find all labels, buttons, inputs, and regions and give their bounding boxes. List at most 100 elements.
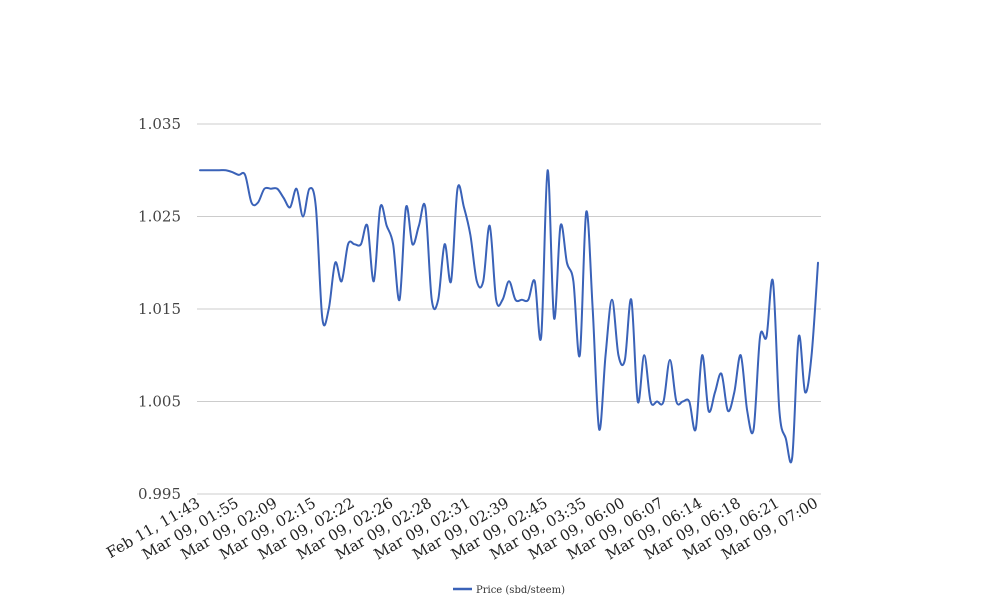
data-point bbox=[772, 280, 774, 282]
data-point bbox=[759, 336, 761, 338]
data-point bbox=[752, 428, 754, 430]
data-point bbox=[340, 280, 342, 282]
y-tick-label: 1.035 bbox=[138, 115, 181, 133]
data-point bbox=[508, 280, 510, 282]
data-point bbox=[746, 410, 748, 412]
data-point bbox=[450, 280, 452, 282]
data-point bbox=[328, 308, 330, 310]
data-point bbox=[237, 174, 239, 176]
data-point bbox=[546, 169, 548, 171]
data-point bbox=[443, 243, 445, 245]
data-point bbox=[418, 225, 420, 227]
data-point bbox=[669, 359, 671, 361]
data-point bbox=[617, 354, 619, 356]
data-point bbox=[231, 171, 233, 173]
data-point bbox=[295, 188, 297, 190]
data-point bbox=[566, 262, 568, 264]
data-point bbox=[804, 391, 806, 393]
data-point bbox=[366, 225, 368, 227]
data-point bbox=[392, 243, 394, 245]
y-tick-label: 1.015 bbox=[138, 300, 181, 318]
data-point bbox=[675, 400, 677, 402]
y-tick-label: 1.005 bbox=[138, 393, 181, 411]
data-point bbox=[720, 373, 722, 375]
data-point bbox=[637, 400, 639, 402]
data-point bbox=[476, 280, 478, 282]
data-point bbox=[212, 169, 214, 171]
data-point bbox=[199, 169, 201, 171]
data-point bbox=[431, 299, 433, 301]
y-axis-ticks: 1.035 1.025 1.015 1.005 0.995 bbox=[138, 115, 181, 503]
data-point bbox=[527, 299, 529, 301]
data-point bbox=[701, 354, 703, 356]
data-point bbox=[534, 280, 536, 282]
data-point bbox=[405, 206, 407, 208]
data-point bbox=[514, 299, 516, 301]
data-point bbox=[495, 299, 497, 301]
data-point bbox=[379, 206, 381, 208]
data-point bbox=[205, 169, 207, 171]
data-point bbox=[797, 336, 799, 338]
data-point bbox=[694, 428, 696, 430]
data-point bbox=[579, 354, 581, 356]
data-point bbox=[611, 299, 613, 301]
data-point bbox=[572, 280, 574, 282]
data-point bbox=[289, 206, 291, 208]
data-point bbox=[501, 299, 503, 301]
data-point bbox=[302, 215, 304, 217]
data-point bbox=[791, 456, 793, 458]
data-point bbox=[817, 262, 819, 264]
data-point bbox=[553, 317, 555, 319]
data-point bbox=[218, 169, 220, 171]
data-point bbox=[624, 359, 626, 361]
data-point bbox=[456, 188, 458, 190]
data-point bbox=[643, 354, 645, 356]
grid-layer bbox=[197, 123, 821, 495]
data-point bbox=[437, 299, 439, 301]
data-point bbox=[411, 243, 413, 245]
data-point bbox=[765, 336, 767, 338]
data-point bbox=[598, 428, 600, 430]
data-point bbox=[727, 410, 729, 412]
data-point bbox=[482, 280, 484, 282]
data-point bbox=[778, 410, 780, 412]
y-tick-label: 0.995 bbox=[138, 485, 181, 503]
data-point bbox=[385, 225, 387, 227]
data-point bbox=[463, 206, 465, 208]
data-point bbox=[469, 234, 471, 236]
data-point bbox=[398, 299, 400, 301]
data-point bbox=[270, 188, 272, 190]
data-point bbox=[662, 400, 664, 402]
data-point bbox=[591, 308, 593, 310]
data-point bbox=[373, 280, 375, 282]
data-point bbox=[521, 299, 523, 301]
data-point bbox=[276, 188, 278, 190]
series-line-price bbox=[199, 169, 819, 464]
data-point bbox=[707, 410, 709, 412]
data-point bbox=[682, 400, 684, 402]
data-point bbox=[585, 211, 587, 213]
data-point bbox=[714, 391, 716, 393]
series-layer bbox=[199, 169, 819, 464]
data-point bbox=[740, 354, 742, 356]
data-point bbox=[810, 354, 812, 356]
data-point bbox=[630, 299, 632, 301]
data-point bbox=[315, 206, 317, 208]
data-point bbox=[688, 400, 690, 402]
data-point bbox=[649, 400, 651, 402]
data-point bbox=[360, 243, 362, 245]
data-point bbox=[353, 243, 355, 245]
data-point bbox=[244, 174, 246, 176]
data-point bbox=[559, 225, 561, 227]
data-point bbox=[347, 243, 349, 245]
data-point bbox=[263, 188, 265, 190]
y-tick-label: 1.025 bbox=[138, 208, 181, 226]
data-point bbox=[257, 201, 259, 203]
data-point bbox=[282, 197, 284, 199]
data-point bbox=[321, 317, 323, 319]
data-point bbox=[540, 336, 542, 338]
data-point bbox=[250, 201, 252, 203]
